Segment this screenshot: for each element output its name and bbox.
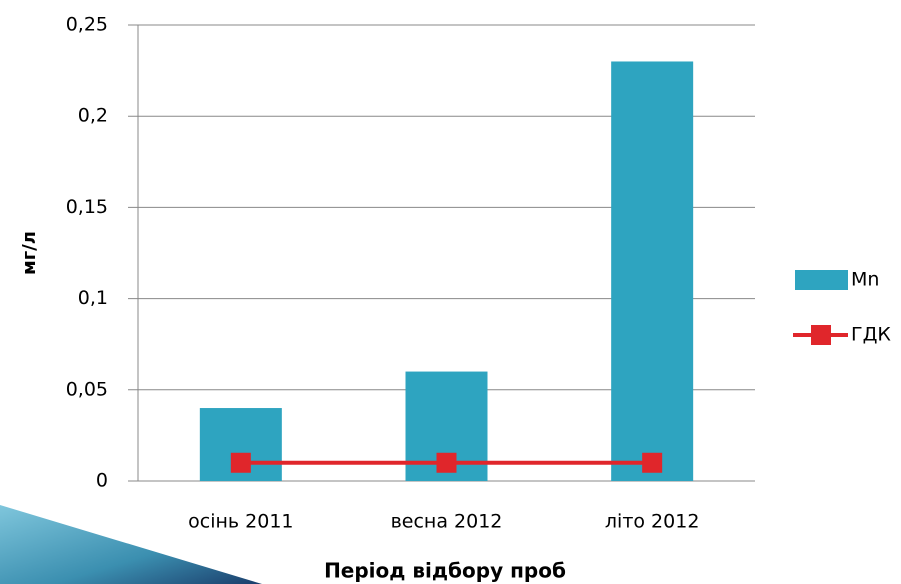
legend-label: ГДК bbox=[851, 324, 891, 346]
line-marker bbox=[642, 452, 663, 473]
y-tick-label: 0,25 bbox=[66, 14, 108, 36]
y-tick-label: 0,15 bbox=[66, 196, 108, 218]
x-tick-label: весна 2012 bbox=[391, 511, 503, 533]
y-tick-label: 0,05 bbox=[66, 378, 108, 400]
decoration bbox=[0, 505, 262, 584]
legend-swatch bbox=[795, 270, 848, 290]
y-axis-title: мг/л bbox=[19, 231, 40, 275]
y-tick-label: 0,2 bbox=[78, 105, 108, 127]
y-tick-label: 0 bbox=[96, 470, 108, 492]
line-marker bbox=[436, 452, 457, 473]
x-axis-title: Період відбору проб bbox=[324, 559, 566, 583]
y-tick-label: 0,1 bbox=[78, 287, 108, 309]
legend-marker bbox=[811, 325, 831, 345]
x-tick-label: осінь 2011 bbox=[188, 511, 293, 533]
bar bbox=[611, 61, 694, 481]
x-tick-label: літо 2012 bbox=[605, 511, 700, 533]
legend-label: Mn bbox=[851, 269, 879, 291]
line-marker bbox=[230, 452, 251, 473]
